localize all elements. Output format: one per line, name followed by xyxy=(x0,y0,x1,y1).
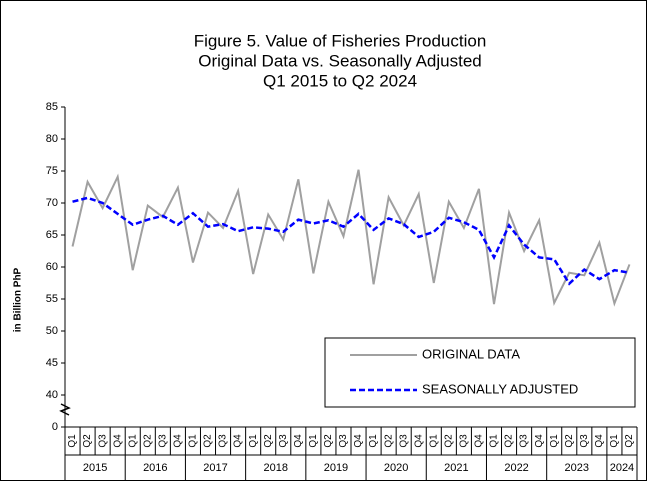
y-tick-label: 60 xyxy=(46,261,58,273)
y-tick-label: 70 xyxy=(46,197,58,209)
x-tick-label: Q2 xyxy=(383,434,394,448)
x-tick-label: Q4 xyxy=(594,434,605,448)
y-tick-label: 40 xyxy=(46,389,58,401)
y-tick-label: 80 xyxy=(46,133,58,145)
x-tick-label: Q3 xyxy=(278,434,289,448)
x-tick-label: Q2 xyxy=(82,434,93,448)
y-tick-label: 55 xyxy=(46,293,58,305)
x-group-label: 2019 xyxy=(324,462,348,474)
y-tick-label: 0 xyxy=(52,421,58,433)
series-line xyxy=(71,169,631,307)
x-tick-label: Q3 xyxy=(398,434,409,448)
x-tick-label: Q3 xyxy=(97,434,108,448)
x-tick-label: Q3 xyxy=(579,434,590,448)
chart-title: Figure 5. Value of Fisheries Production xyxy=(194,31,487,50)
x-tick-label: Q1 xyxy=(489,434,500,448)
x-tick-label: Q1 xyxy=(428,434,439,448)
x-tick-label: Q3 xyxy=(459,434,470,448)
x-tick-label: Q1 xyxy=(308,434,319,448)
y-tick-label: 85 xyxy=(46,101,58,113)
x-tick-label: Q1 xyxy=(127,434,138,448)
x-tick-label: Q2 xyxy=(263,434,274,448)
series-line xyxy=(72,196,630,286)
x-group-label: 2020 xyxy=(384,462,408,474)
legend-box xyxy=(324,337,636,408)
legend-label: ORIGINAL DATA xyxy=(422,346,520,361)
x-group-label: 2024 xyxy=(610,462,634,474)
x-tick-label: Q2 xyxy=(624,434,635,448)
x-group-label: 2016 xyxy=(143,462,167,474)
x-tick-label: Q4 xyxy=(353,434,364,448)
x-tick-label: Q4 xyxy=(293,434,304,448)
x-tick-label: Q1 xyxy=(368,434,379,448)
x-tick-label: Q4 xyxy=(413,434,424,448)
x-tick-label: Q3 xyxy=(338,434,349,448)
x-tick-label: Q1 xyxy=(67,434,78,448)
x-tick-label: Q3 xyxy=(157,434,168,448)
x-tick-label: Q2 xyxy=(323,434,334,448)
y-tick-label: 45 xyxy=(46,357,58,369)
x-tick-label: Q2 xyxy=(443,434,454,448)
axis-break xyxy=(59,403,71,416)
y-tick-label: 50 xyxy=(46,325,58,337)
x-tick-label: Q4 xyxy=(173,434,184,448)
x-tick-label: Q2 xyxy=(142,434,153,448)
x-tick-label: Q1 xyxy=(188,434,199,448)
x-tick-label: Q4 xyxy=(474,434,485,448)
x-tick-label: Q1 xyxy=(549,434,560,448)
x-group-label: 2015 xyxy=(83,462,107,474)
x-tick-label: Q3 xyxy=(218,434,229,448)
x-tick-label: Q2 xyxy=(504,434,515,448)
x-tick-label: Q4 xyxy=(112,434,123,448)
legend-label: SEASONALLY ADJUSTED xyxy=(422,381,578,396)
x-group-label: 2017 xyxy=(203,462,227,474)
y-axis-label: in Billion PhP xyxy=(13,267,24,332)
x-tick-label: Q4 xyxy=(233,434,244,448)
x-tick-label: Q1 xyxy=(248,434,259,448)
x-tick-label: Q3 xyxy=(519,434,530,448)
x-group-label: 2023 xyxy=(565,462,589,474)
x-group-label: 2018 xyxy=(263,462,287,474)
y-tick-label: 65 xyxy=(46,229,58,241)
x-tick-label: Q2 xyxy=(564,434,575,448)
x-tick-label: Q4 xyxy=(534,434,545,448)
x-tick-label: Q1 xyxy=(609,434,620,448)
y-tick-label: 75 xyxy=(46,165,58,177)
chart-title: Q1 2015 to Q2 2024 xyxy=(263,71,417,90)
x-group-label: 2022 xyxy=(504,462,528,474)
x-group-label: 2021 xyxy=(444,462,468,474)
x-tick-label: Q2 xyxy=(203,434,214,448)
chart-title: Original Data vs. Seasonally Adjusted xyxy=(198,51,482,70)
